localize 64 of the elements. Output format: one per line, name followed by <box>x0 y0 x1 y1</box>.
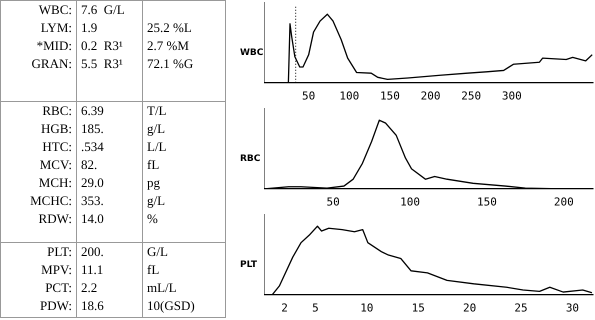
x-tick-label: 150 <box>380 89 400 102</box>
category-label: PLT: <box>47 244 72 259</box>
x-tick-label: 25 <box>514 301 528 314</box>
text: 0.2 R3¹ <box>81 38 123 53</box>
text: 10(GSD) <box>147 298 195 313</box>
x-tick-label: 200 <box>420 89 440 102</box>
text: g/L <box>147 121 166 136</box>
category-label: MPV: <box>41 262 72 277</box>
y-axis-title: RBC <box>240 154 262 164</box>
x-tick-label: 30 <box>566 301 580 314</box>
category-label: HGB: <box>40 121 72 136</box>
text: 72.1 %G <box>147 56 194 71</box>
category-label: RDW: <box>38 211 72 226</box>
text: fL <box>147 157 160 172</box>
category-label: MCH: <box>38 175 72 190</box>
text: 82. <box>81 157 98 172</box>
x-tick-label: 2 <box>281 301 288 314</box>
x-tick-label: 100 <box>339 89 360 102</box>
text: L/L <box>147 139 166 154</box>
category-label: GRAN: <box>32 56 72 71</box>
text: 6.39 <box>81 103 104 118</box>
text: pg <box>147 175 160 190</box>
text: 353. <box>81 193 104 208</box>
category-label: *MID: <box>36 38 72 53</box>
text: 11.1 <box>81 262 104 277</box>
text: .534 <box>81 139 104 154</box>
y-axis-title: PLT <box>240 260 258 270</box>
category-label: HTC: <box>42 139 72 154</box>
text: 14.0 <box>81 211 104 226</box>
category-label: WBC: <box>38 2 72 17</box>
text: 25.2 %L <box>147 20 192 35</box>
category-label: RBC: <box>42 103 72 118</box>
text: 200. <box>81 244 104 259</box>
x-tick-label: 300 <box>502 89 522 102</box>
text: T/L <box>147 103 166 118</box>
text: 18.6 <box>81 298 104 313</box>
x-tick-label: 100 <box>400 195 420 208</box>
text: 5.5 R3¹ <box>81 56 123 71</box>
text: 2.2 <box>81 280 98 295</box>
category-label: MCV: <box>40 157 72 172</box>
text: 185. <box>81 121 104 136</box>
text: 29.0 <box>81 175 104 190</box>
x-tick-label: 20 <box>463 301 476 314</box>
x-tick-label: 200 <box>554 195 574 208</box>
x-tick-label: 10 <box>360 301 374 314</box>
x-tick-label: 50 <box>326 195 340 208</box>
text: 7.6 G/L <box>81 2 125 17</box>
x-tick-label: 250 <box>461 89 482 102</box>
x-tick-label: 5 <box>312 301 319 314</box>
text: mL/L <box>147 280 177 295</box>
text: G/L <box>147 244 168 259</box>
text: 1.9 <box>81 20 98 35</box>
category-label: LYM: <box>40 20 72 35</box>
category-label: PDW: <box>40 298 72 313</box>
x-tick-label: 150 <box>476 195 497 208</box>
text: g/L <box>147 193 166 208</box>
category-label: PCT: <box>45 280 72 295</box>
x-tick-label: 15 <box>412 301 425 314</box>
category-label: MCHC: <box>30 193 72 208</box>
y-axis-title: WBC <box>240 48 264 58</box>
x-tick-label: 50 <box>302 89 316 102</box>
text: 2.7 %M <box>147 38 189 53</box>
text: % <box>147 211 158 226</box>
text: fL <box>147 262 160 277</box>
